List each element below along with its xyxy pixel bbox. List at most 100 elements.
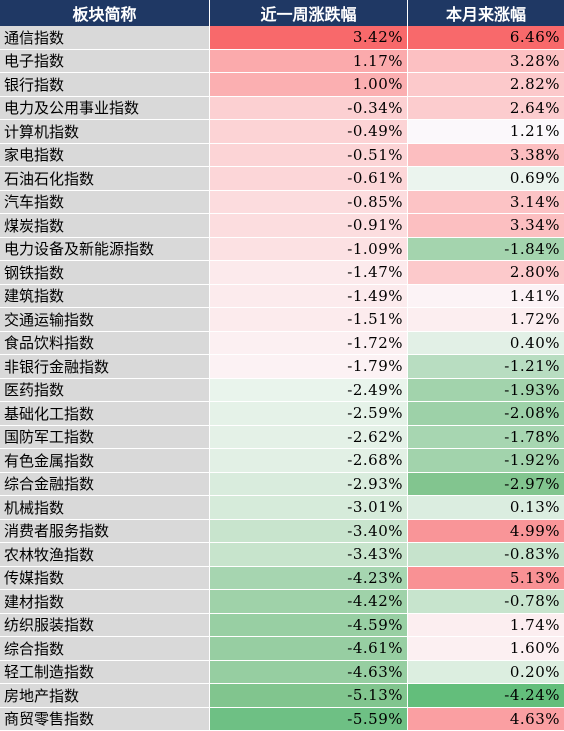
table-row[interactable]: 国防军工指数-2.62%-1.78% — [0, 426, 564, 450]
monthly-change-cell: 3.28% — [408, 50, 564, 74]
sector-name-cell: 综合金融指数 — [0, 473, 210, 497]
weekly-change-cell: -5.59% — [210, 708, 408, 731]
weekly-change-cell: -3.43% — [210, 543, 408, 567]
weekly-change-cell: -0.34% — [210, 97, 408, 121]
sector-name-cell: 传媒指数 — [0, 567, 210, 591]
weekly-change-cell: -4.59% — [210, 614, 408, 638]
sector-name-cell: 基础化工指数 — [0, 402, 210, 426]
sector-name-cell: 农林牧渔指数 — [0, 543, 210, 567]
weekly-change-cell: -1.09% — [210, 238, 408, 262]
sector-name-cell: 医药指数 — [0, 379, 210, 403]
table-row[interactable]: 有色金属指数-2.68%-1.92% — [0, 449, 564, 473]
sector-name-cell: 钢铁指数 — [0, 261, 210, 285]
header-sector-name[interactable]: 板块简称 — [0, 0, 210, 26]
sector-name-cell: 消费者服务指数 — [0, 520, 210, 544]
sector-name-cell: 计算机指数 — [0, 120, 210, 144]
monthly-change-cell: -2.97% — [408, 473, 564, 497]
table-row[interactable]: 汽车指数-0.85%3.14% — [0, 191, 564, 215]
table-header-row: 板块简称 近一周涨跌幅 本月来涨幅 — [0, 0, 564, 26]
monthly-change-cell: 0.20% — [408, 661, 564, 685]
weekly-change-cell: -0.51% — [210, 144, 408, 168]
weekly-change-cell: -2.49% — [210, 379, 408, 403]
table-row[interactable]: 建材指数-4.42%-0.78% — [0, 590, 564, 614]
sector-name-cell: 非银行金融指数 — [0, 355, 210, 379]
weekly-change-cell: -1.47% — [210, 261, 408, 285]
table-row[interactable]: 纺织服装指数-4.59%1.74% — [0, 614, 564, 638]
sector-name-cell: 建材指数 — [0, 590, 210, 614]
table-row[interactable]: 计算机指数-0.49%1.21% — [0, 120, 564, 144]
table-row[interactable]: 房地产指数-5.13%-4.24% — [0, 684, 564, 708]
table-row[interactable]: 医药指数-2.49%-1.93% — [0, 379, 564, 403]
table-row[interactable]: 传媒指数-4.23%5.13% — [0, 567, 564, 591]
header-monthly-change[interactable]: 本月来涨幅 — [408, 0, 564, 26]
sector-name-cell: 汽车指数 — [0, 191, 210, 215]
sector-name-cell: 房地产指数 — [0, 684, 210, 708]
monthly-change-cell: 1.21% — [408, 120, 564, 144]
monthly-change-cell: 0.13% — [408, 496, 564, 520]
weekly-change-cell: -0.61% — [210, 167, 408, 191]
sector-name-cell: 机械指数 — [0, 496, 210, 520]
weekly-change-cell: -4.42% — [210, 590, 408, 614]
sector-name-cell: 银行指数 — [0, 73, 210, 97]
table-row[interactable]: 综合金融指数-2.93%-2.97% — [0, 473, 564, 497]
table-row[interactable]: 建筑指数-1.49%1.41% — [0, 285, 564, 309]
monthly-change-cell: 1.41% — [408, 285, 564, 309]
weekly-change-cell: -2.93% — [210, 473, 408, 497]
sector-name-cell: 电子指数 — [0, 50, 210, 74]
monthly-change-cell: 1.74% — [408, 614, 564, 638]
sector-name-cell: 煤炭指数 — [0, 214, 210, 238]
monthly-change-cell: -1.21% — [408, 355, 564, 379]
table-row[interactable]: 机械指数-3.01%0.13% — [0, 496, 564, 520]
sector-name-cell: 轻工制造指数 — [0, 661, 210, 685]
table-row[interactable]: 钢铁指数-1.47%2.80% — [0, 261, 564, 285]
weekly-change-cell: -0.85% — [210, 191, 408, 215]
sector-name-cell: 商贸零售指数 — [0, 708, 210, 731]
table-row[interactable]: 电力及公用事业指数-0.34%2.64% — [0, 97, 564, 121]
table-row[interactable]: 轻工制造指数-4.63%0.20% — [0, 661, 564, 685]
monthly-change-cell: -1.92% — [408, 449, 564, 473]
monthly-change-cell: 2.64% — [408, 97, 564, 121]
weekly-change-cell: -4.23% — [210, 567, 408, 591]
monthly-change-cell: -1.84% — [408, 238, 564, 262]
table-row[interactable]: 非银行金融指数-1.79%-1.21% — [0, 355, 564, 379]
table-row[interactable]: 石油石化指数-0.61%0.69% — [0, 167, 564, 191]
weekly-change-cell: -3.40% — [210, 520, 408, 544]
monthly-change-cell: 2.80% — [408, 261, 564, 285]
weekly-change-cell: 1.17% — [210, 50, 408, 74]
table-row[interactable]: 消费者服务指数-3.40%4.99% — [0, 520, 564, 544]
weekly-change-cell: -1.72% — [210, 332, 408, 356]
monthly-change-cell: 4.63% — [408, 708, 564, 731]
sector-name-cell: 纺织服装指数 — [0, 614, 210, 638]
table-row[interactable]: 煤炭指数-0.91%3.34% — [0, 214, 564, 238]
weekly-change-cell: -0.49% — [210, 120, 408, 144]
monthly-change-cell: 1.72% — [408, 308, 564, 332]
table-row[interactable]: 农林牧渔指数-3.43%-0.83% — [0, 543, 564, 567]
header-weekly-change[interactable]: 近一周涨跌幅 — [210, 0, 408, 26]
monthly-change-cell: 3.14% — [408, 191, 564, 215]
weekly-change-cell: -4.63% — [210, 661, 408, 685]
table-row[interactable]: 商贸零售指数-5.59%4.63% — [0, 708, 564, 731]
table-row[interactable]: 电力设备及新能源指数-1.09%-1.84% — [0, 238, 564, 262]
table-row[interactable]: 交通运输指数-1.51%1.72% — [0, 308, 564, 332]
sector-name-cell: 通信指数 — [0, 26, 210, 50]
monthly-change-cell: -1.78% — [408, 426, 564, 450]
sector-name-cell: 有色金属指数 — [0, 449, 210, 473]
table-row[interactable]: 家电指数-0.51%3.38% — [0, 144, 564, 168]
monthly-change-cell: 0.40% — [408, 332, 564, 356]
sector-name-cell: 国防军工指数 — [0, 426, 210, 450]
table-row[interactable]: 基础化工指数-2.59%-2.08% — [0, 402, 564, 426]
weekly-change-cell: -2.59% — [210, 402, 408, 426]
monthly-change-cell: 3.34% — [408, 214, 564, 238]
monthly-change-cell: -1.93% — [408, 379, 564, 403]
monthly-change-cell: 1.60% — [408, 637, 564, 661]
table-row[interactable]: 食品饮料指数-1.72%0.40% — [0, 332, 564, 356]
weekly-change-cell: -5.13% — [210, 684, 408, 708]
weekly-change-cell: -4.61% — [210, 637, 408, 661]
table-row[interactable]: 综合指数-4.61%1.60% — [0, 637, 564, 661]
sector-name-cell: 家电指数 — [0, 144, 210, 168]
